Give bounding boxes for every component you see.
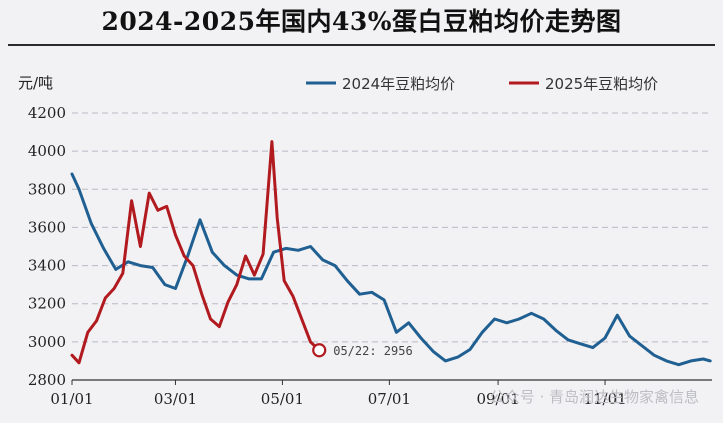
title-divider bbox=[8, 44, 715, 46]
chart-title: 2024-2025年国内43%蛋白豆粕均价走势图 bbox=[101, 7, 622, 36]
x-tick-label: 09/01 bbox=[476, 390, 519, 408]
x-tick-label: 11/01 bbox=[583, 390, 626, 408]
y-tick-label: 3200 bbox=[28, 295, 66, 313]
plot-area: 05/22: 2956 bbox=[70, 140, 712, 367]
watermark: 公众号 · 青岛润达生物家禽信息 bbox=[489, 388, 699, 406]
legend-2025-label: 2025年豆粕均价 bbox=[545, 75, 658, 93]
y-tick-label: 3400 bbox=[28, 257, 66, 275]
series-2024-line bbox=[70, 172, 712, 367]
series-2025-line bbox=[70, 140, 321, 365]
y-tick-label: 3000 bbox=[28, 333, 66, 351]
y-tick-label: 3800 bbox=[28, 180, 66, 198]
annotation-label: 05/22: 2956 bbox=[333, 344, 412, 358]
x-tick-label: 05/01 bbox=[261, 390, 304, 408]
x-tick-label: 01/01 bbox=[50, 390, 93, 408]
grid-lines bbox=[72, 112, 712, 343]
annotation-marker bbox=[312, 343, 327, 358]
y-tick-label: 4200 bbox=[28, 104, 66, 122]
legend-2024-label: 2024年豆粕均价 bbox=[342, 75, 455, 93]
legend: 2024年豆粕均价 2025年豆粕均价 bbox=[306, 75, 658, 93]
x-tick-label: 07/01 bbox=[368, 390, 411, 408]
y-tick-label: 4000 bbox=[28, 142, 66, 160]
y-tick-label: 3600 bbox=[28, 218, 66, 236]
x-tick-label: 03/01 bbox=[154, 390, 197, 408]
y-axis: 2800 3000 3200 3400 3600 3800 4000 4200 bbox=[28, 104, 66, 389]
y-axis-label: 元/吨 bbox=[18, 74, 53, 92]
y-tick-label: 2800 bbox=[28, 371, 66, 389]
x-axis: 01/01 03/01 05/01 07/01 09/01 11/01 bbox=[50, 379, 712, 408]
